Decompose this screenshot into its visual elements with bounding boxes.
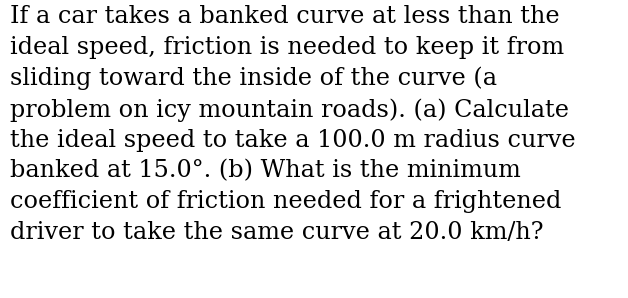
Text: If a car takes a banked curve at less than the
ideal speed, friction is needed t: If a car takes a banked curve at less th…: [10, 5, 576, 244]
